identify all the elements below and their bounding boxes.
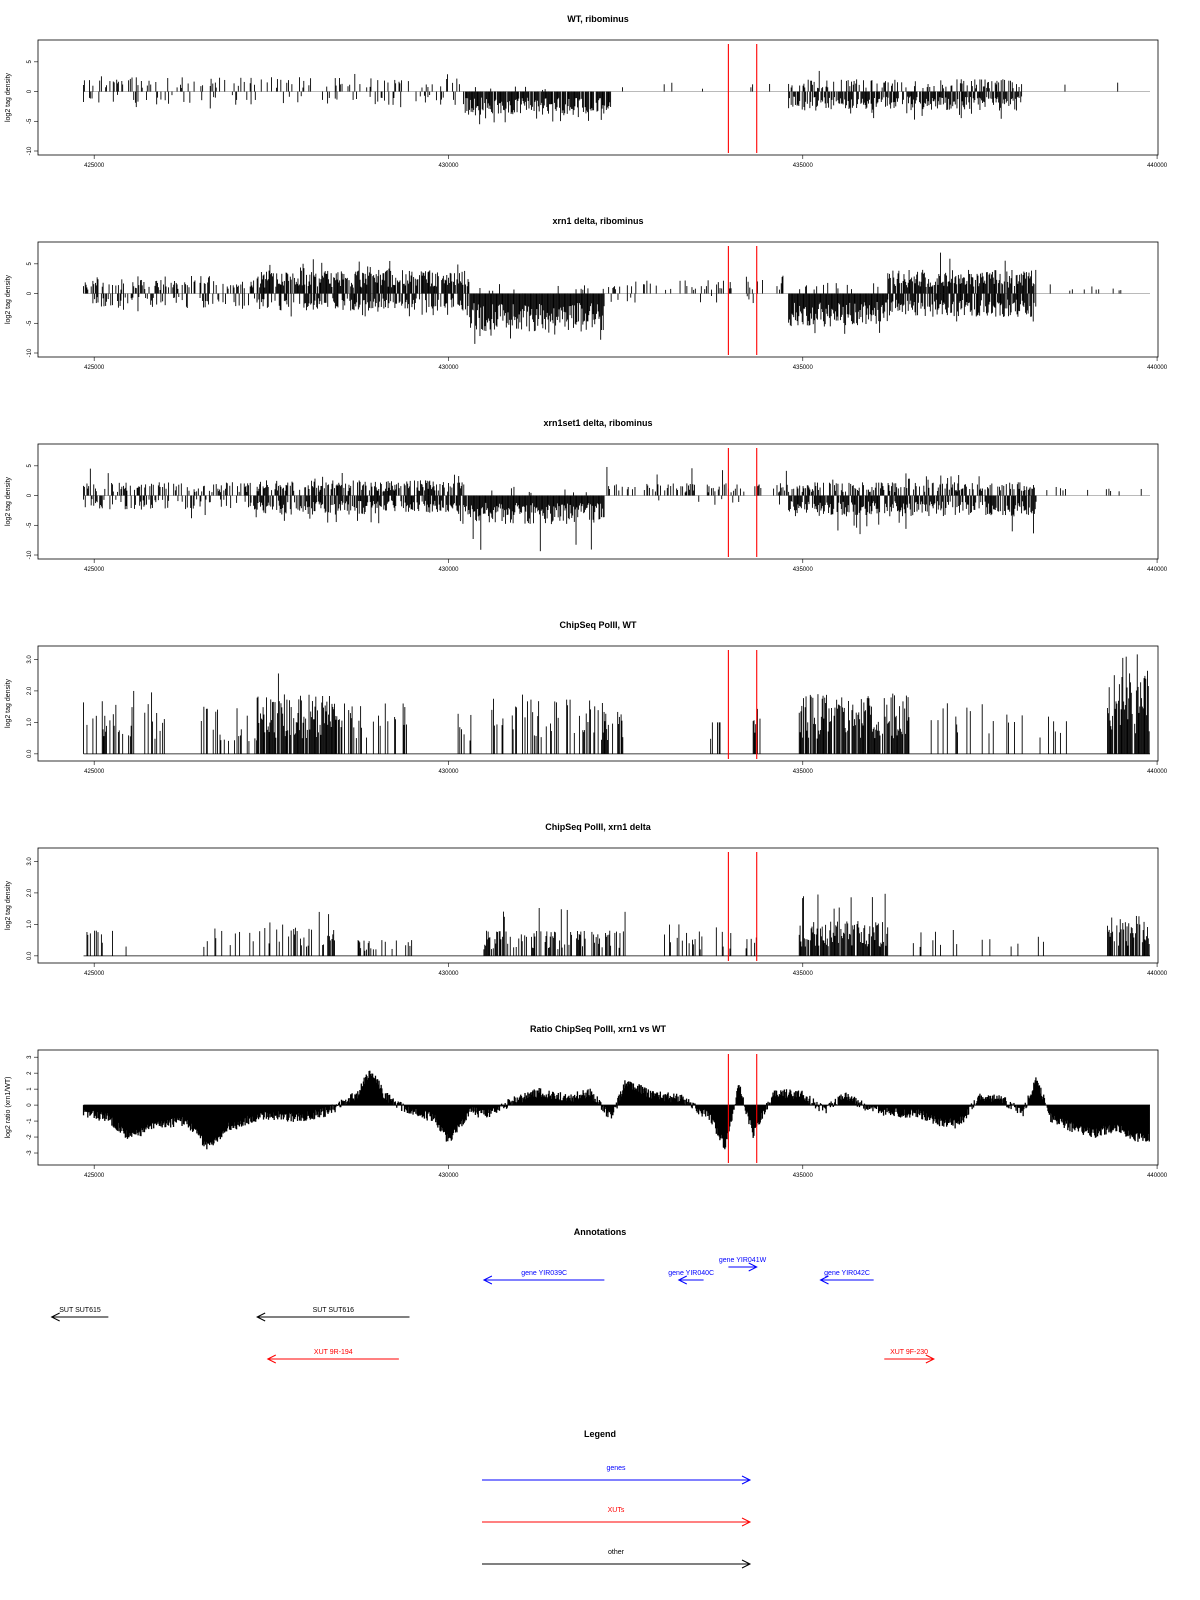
y-tick-label: 0: [27, 1103, 33, 1107]
y-tick-label: 1.0: [27, 920, 33, 929]
x-tick-label: 425000: [84, 769, 105, 775]
y-tick-label: 0: [27, 89, 33, 93]
panel-title: xrn1set1 delta, ribominus: [543, 418, 652, 428]
x-tick-label: 425000: [84, 971, 105, 977]
x-tick-label: 425000: [84, 163, 105, 169]
x-tick-label: 430000: [438, 1173, 459, 1179]
x-tick-label: 440000: [1147, 365, 1168, 371]
y-axis-label: log2 tag density: [5, 72, 12, 122]
y-tick-label: -10: [27, 550, 33, 559]
x-tick-label: 435000: [793, 567, 814, 573]
plot-frame: [37, 1049, 1159, 1166]
panel-title: WT, ribominus: [567, 14, 629, 24]
plot-frame: [37, 39, 1159, 156]
y-tick-label: 3.0: [27, 857, 33, 866]
x-tick-label: 430000: [438, 971, 459, 977]
y-tick-label: 5: [27, 262, 33, 266]
y-tick-label: 0.0: [27, 951, 33, 960]
y-axis-label: log2 tag density: [5, 476, 12, 526]
y-tick-label: 2: [27, 1071, 33, 1075]
x-tick-label: 440000: [1147, 769, 1168, 775]
x-tick-label: 435000: [793, 365, 814, 371]
y-axis-label: log2 tag density: [5, 274, 12, 324]
x-tick-label: 435000: [793, 163, 814, 169]
x-tick-label: 435000: [793, 1173, 814, 1179]
x-tick-label: 430000: [438, 769, 459, 775]
x-tick-label: 435000: [793, 971, 814, 977]
y-tick-label: 3: [27, 1055, 33, 1059]
y-tick-label: 1: [27, 1087, 33, 1091]
y-tick-label: -5: [27, 522, 33, 528]
y-tick-label: -10: [27, 348, 33, 357]
x-tick-label: 440000: [1147, 1173, 1168, 1179]
x-tick-label: 435000: [793, 769, 814, 775]
panel-title: ChipSeq PolII, xrn1 delta: [545, 822, 652, 832]
y-tick-label: -10: [27, 146, 33, 155]
y-tick-label: 0: [27, 291, 33, 295]
y-tick-label: 0.0: [27, 749, 33, 758]
y-tick-label: 1.0: [27, 718, 33, 727]
plot-frame: [37, 847, 1159, 964]
chart-panel: xrn1set1 delta, ribominus log2 tag densit…: [5, 418, 1168, 573]
y-axis-label: log2 tag density: [5, 678, 12, 728]
plot-frame: [37, 241, 1159, 358]
y-tick-label: -1: [27, 1118, 33, 1124]
x-tick-label: 430000: [438, 365, 459, 371]
y-tick-label: 3.0: [27, 655, 33, 664]
x-tick-label: 425000: [84, 567, 105, 573]
x-tick-label: 430000: [438, 163, 459, 169]
y-tick-label: 5: [27, 60, 33, 64]
y-tick-label: -2: [27, 1134, 33, 1140]
x-tick-label: 440000: [1147, 163, 1168, 169]
y-axis-label: log2 ratio (xrn1/WT): [5, 1077, 12, 1139]
x-tick-label: 425000: [84, 1173, 105, 1179]
panel-title: Ratio ChipSeq PolII, xrn1 vs WT: [530, 1024, 667, 1034]
panel-title: ChipSeq PolII, WT: [560, 620, 637, 630]
chart-panel: xrn1 delta, ribominus log2 tag density -10…: [5, 216, 1168, 371]
y-tick-label: 2.0: [27, 888, 33, 897]
y-axis-label: log2 tag density: [5, 880, 12, 930]
panel-title: xrn1 delta, ribominus: [552, 216, 643, 226]
y-tick-label: 0: [27, 493, 33, 497]
chart-panel: Ratio ChipSeq PolII, xrn1 vs WT log2 rati…: [5, 1024, 1168, 1179]
y-tick-label: 5: [27, 464, 33, 468]
y-tick-label: -3: [27, 1150, 33, 1156]
chart-panel: ChipSeq PolII, xrn1 delta log2 tag densit…: [5, 822, 1168, 977]
x-tick-label: 430000: [438, 567, 459, 573]
y-tick-label: 2.0: [27, 686, 33, 695]
x-tick-label: 440000: [1147, 971, 1168, 977]
plot-frame: [37, 645, 1159, 762]
x-tick-label: 425000: [84, 365, 105, 371]
y-tick-label: -5: [27, 118, 33, 124]
chart-panel: ChipSeq PolII, WT log2 tag density 0.0 1.0 2…: [5, 620, 1168, 775]
x-tick-label: 440000: [1147, 567, 1168, 573]
chart-panel: WT, ribominus log2 tag density -10 -5 0 5 4250…: [5, 14, 1168, 169]
y-tick-label: -5: [27, 320, 33, 326]
plot-frame: [37, 443, 1159, 560]
